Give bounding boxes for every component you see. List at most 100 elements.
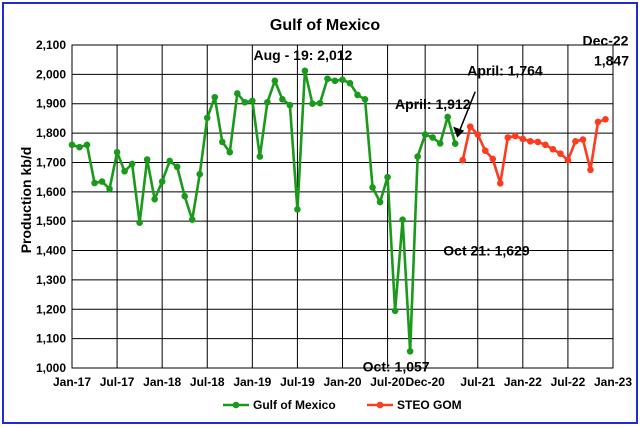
- x-tick-label: Jul-17: [100, 375, 135, 389]
- y-axis-label: Production kb/d: [18, 147, 34, 254]
- data-point: [173, 163, 181, 171]
- data-point: [391, 307, 399, 315]
- data-point: [158, 178, 166, 185]
- x-tick-label: Jul-18: [190, 375, 225, 389]
- y-tick-label: 1,000: [36, 361, 66, 375]
- data-point: [106, 185, 113, 193]
- data-point: [166, 157, 173, 165]
- x-tick-label: Jan-23: [594, 375, 632, 389]
- data-point: [376, 198, 384, 206]
- annotation-label: Dec-22: [583, 32, 629, 48]
- y-tick-label: 1,800: [36, 126, 66, 140]
- data-point: [91, 179, 98, 187]
- data-point: [594, 118, 602, 126]
- data-point: [602, 115, 609, 123]
- data-point: [406, 347, 414, 355]
- x-tick-label: Jul-20: [370, 375, 405, 389]
- x-tick-label: Jan-17: [53, 375, 91, 389]
- annotation-arrowhead: [453, 126, 465, 138]
- data-point: [346, 79, 354, 87]
- annotation-label: April: 1,764: [467, 63, 543, 79]
- data-point: [542, 141, 549, 149]
- data-point: [136, 219, 143, 226]
- gridlines: [71, 44, 614, 369]
- data-point: [76, 143, 83, 151]
- data-point: [218, 138, 226, 146]
- data-point: [143, 156, 151, 163]
- legend: Gulf of Mexico STEO GOM: [223, 398, 462, 412]
- data-point: [436, 140, 444, 147]
- legend-label: Gulf of Mexico: [253, 398, 336, 412]
- data-point: [399, 216, 406, 224]
- data-point: [361, 96, 369, 103]
- annotation-label: Oct 21: 1,629: [443, 242, 530, 258]
- data-point: [83, 141, 91, 149]
- y-tick-label: 1,400: [36, 244, 66, 258]
- data-point: [572, 138, 579, 145]
- x-tick-label: Jul-21: [460, 375, 495, 389]
- x-tick-label: Jan-20: [323, 375, 361, 389]
- data-point: [234, 90, 241, 97]
- data-point: [459, 156, 467, 164]
- data-point: [421, 131, 429, 138]
- data-point: [324, 75, 331, 83]
- data-point: [249, 97, 256, 105]
- annotation-label: Aug - 19: 2,012: [254, 47, 353, 63]
- data-point: [316, 99, 324, 107]
- y-tick-label: 1,300: [36, 273, 66, 287]
- data-point: [519, 135, 527, 143]
- y-tick-label: 1,600: [36, 185, 66, 199]
- data-point: [527, 138, 534, 145]
- data-point: [271, 77, 279, 85]
- x-tick-label: Dec-20: [405, 375, 445, 389]
- y-tick-label: 1,700: [36, 155, 66, 169]
- data-point: [429, 134, 436, 141]
- series-lines: [68, 67, 609, 355]
- y-tick-label: 1,900: [36, 97, 66, 111]
- data-point: [339, 76, 346, 83]
- annotation-label: April: 1,912: [395, 96, 471, 112]
- data-point: [549, 145, 557, 153]
- x-tick-label: Jul-22: [551, 375, 586, 389]
- data-point: [369, 184, 376, 191]
- data-point: [504, 134, 512, 141]
- plot-area-border: [71, 44, 614, 369]
- data-point: [196, 170, 204, 178]
- data-point: [444, 113, 451, 121]
- data-point: [264, 98, 271, 106]
- data-point: [496, 180, 504, 187]
- y-tick-label: 1,500: [36, 214, 66, 228]
- data-point: [113, 148, 121, 156]
- data-point: [226, 148, 234, 156]
- data-point: [181, 192, 189, 200]
- data-point: [241, 98, 249, 106]
- annotation-label: Oct: 1,057: [363, 358, 430, 374]
- legend-label: STEO GOM: [397, 398, 462, 412]
- x-tick-label: Jan-19: [233, 375, 271, 389]
- data-point: [474, 131, 482, 138]
- y-tick-label: 2,000: [36, 67, 66, 81]
- data-point: [451, 140, 459, 147]
- series-line-gulf-of-mexico: [71, 69, 457, 353]
- annotation-arrow: [458, 91, 476, 132]
- data-point: [256, 153, 264, 160]
- axes: 1,000 1,100 1,200 1,300 1,400 1,500 1,600 1,700…: [36, 38, 632, 389]
- data-point: [534, 138, 542, 146]
- legend-marker: [232, 401, 240, 409]
- data-point: [384, 173, 391, 181]
- data-point: [309, 100, 316, 108]
- data-point: [188, 216, 196, 224]
- y-tick-label: 2,100: [36, 38, 66, 52]
- annotation-label: 1,847: [594, 52, 629, 68]
- data-point: [564, 156, 572, 164]
- data-point: [286, 101, 294, 109]
- data-point: [587, 166, 594, 174]
- x-tick-label: Jul-19: [280, 375, 315, 389]
- data-point: [579, 136, 587, 143]
- x-tick-label: Jan-18: [143, 375, 181, 389]
- data-point: [294, 206, 301, 213]
- data-point: [301, 67, 309, 75]
- data-point: [331, 77, 339, 85]
- data-point: [98, 178, 106, 185]
